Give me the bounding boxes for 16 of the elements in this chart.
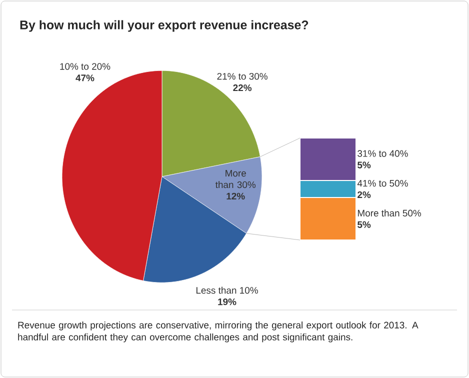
data-label: 5% (358, 221, 371, 228)
data-label: 19% (218, 298, 236, 306)
data-label: 12% (226, 192, 245, 200)
series-label: 31% to 40% (358, 150, 408, 157)
series-label: 41% to 50% (357, 180, 408, 187)
chart-title: By how much will your export revenue increase? (20, 20, 308, 32)
series-label: More than 50% (358, 210, 422, 216)
data-label: 47% (76, 74, 94, 82)
data-label: 5% (358, 162, 371, 168)
slice-label: More than 30% (215, 170, 256, 188)
slice-label: Less than 10% (196, 286, 258, 294)
slice-label: 21% to 30% (217, 72, 268, 80)
data-label: 2% (358, 191, 371, 198)
text: Revenue growth projections are conservative, mirroring the general export outlook for 2013. A handful are confident they can overcome challenges and post significant gains. (18, 322, 418, 342)
data-label: 22% (233, 84, 252, 92)
slice-label: 10% to 20% (60, 63, 110, 70)
